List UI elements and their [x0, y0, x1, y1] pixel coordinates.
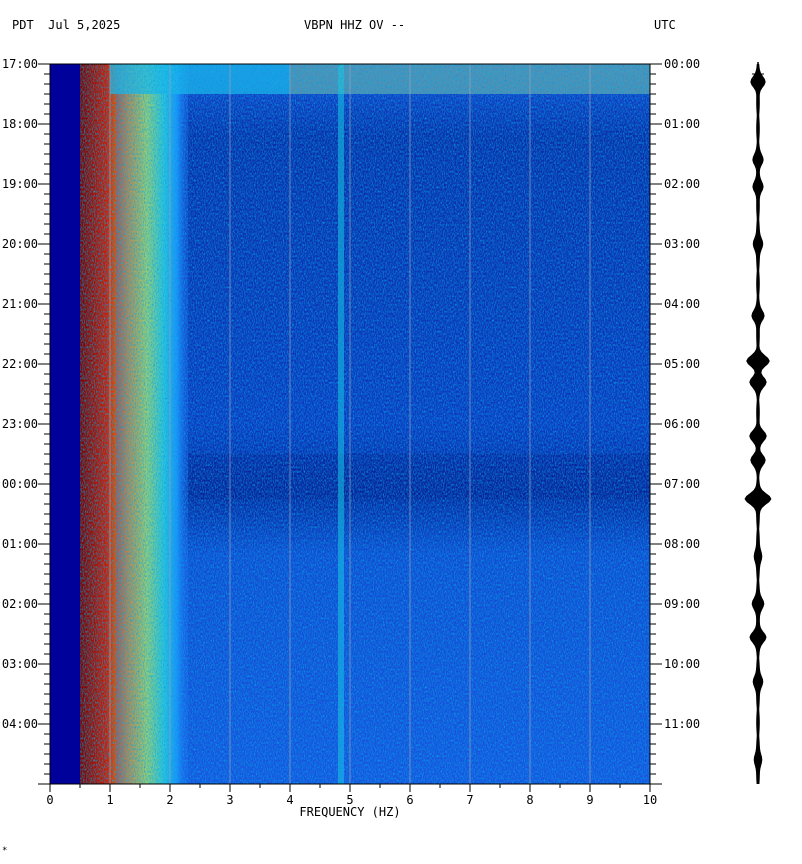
y-tick-label-right-8: 08:00 — [664, 537, 700, 551]
x-tick-label-0: 0 — [46, 793, 53, 807]
y-tick-label-right-7: 07:00 — [664, 477, 700, 491]
x-tick-label-2: 2 — [166, 793, 173, 807]
x-tick-label-7: 7 — [466, 793, 473, 807]
y-tick-label-left-0: 17:00 — [2, 57, 38, 71]
chart-title: VBPN HHZ OV -- — [304, 18, 406, 32]
no-data-band — [50, 64, 80, 784]
grid-lines — [109, 64, 591, 784]
x-tick-label-9: 9 — [586, 793, 593, 807]
x-axis-label: FREQUENCY (HZ) — [299, 805, 400, 819]
x-tick-label-1: 1 — [106, 793, 113, 807]
x-tick-label-5: 5 — [346, 793, 353, 807]
y-tick-label-right-10: 10:00 — [664, 657, 700, 671]
y-tick-label-left-5: 22:00 — [2, 357, 38, 371]
y-tick-label-right-3: 03:00 — [664, 237, 700, 251]
y-tick-label-left-9: 02:00 — [2, 597, 38, 611]
y-tick-label-left-8: 01:00 — [2, 537, 38, 551]
footer-mark: * — [2, 846, 8, 856]
y-tick-label-left-4: 21:00 — [2, 297, 38, 311]
y-tick-label-right-4: 04:00 — [664, 297, 700, 311]
x-tick-label-6: 6 — [406, 793, 413, 807]
y-tick-label-left-10: 03:00 — [2, 657, 38, 671]
x-tick-label-10: 10 — [643, 793, 657, 807]
y-tick-label-left-7: 00:00 — [2, 477, 38, 491]
y-tick-label-left-2: 19:00 — [2, 177, 38, 191]
y-tick-label-right-1: 01:00 — [664, 117, 700, 131]
seismogram-trace — [744, 62, 772, 784]
x-tick-label-8: 8 — [526, 793, 533, 807]
header-date: PDT Jul 5,2025 — [12, 18, 121, 32]
header-timezone: UTC — [654, 18, 676, 32]
y-tick-label-right-6: 06:00 — [664, 417, 700, 431]
x-tick-label-3: 3 — [226, 793, 233, 807]
y-tick-label-right-11: 11:00 — [664, 717, 700, 731]
axes: 0 1 2 3 4 5 6 7 8 9 10 17:00 18:00 19:00 20:00 21:00 22:… — [2, 57, 700, 807]
y-tick-label-left-1: 18:00 — [2, 117, 38, 131]
y-tick-label-left-11: 04:00 — [2, 717, 38, 731]
y-tick-label-right-2: 02:00 — [664, 177, 700, 191]
y-tick-label-right-5: 05:00 — [664, 357, 700, 371]
y-tick-label-left-6: 23:00 — [2, 417, 38, 431]
y-tick-label-right-0: 00:00 — [664, 57, 700, 71]
y-tick-label-right-9: 09:00 — [664, 597, 700, 611]
y-tick-label-left-3: 20:00 — [2, 237, 38, 251]
x-tick-label-4: 4 — [286, 793, 293, 807]
spectrogram-texture — [80, 64, 650, 784]
